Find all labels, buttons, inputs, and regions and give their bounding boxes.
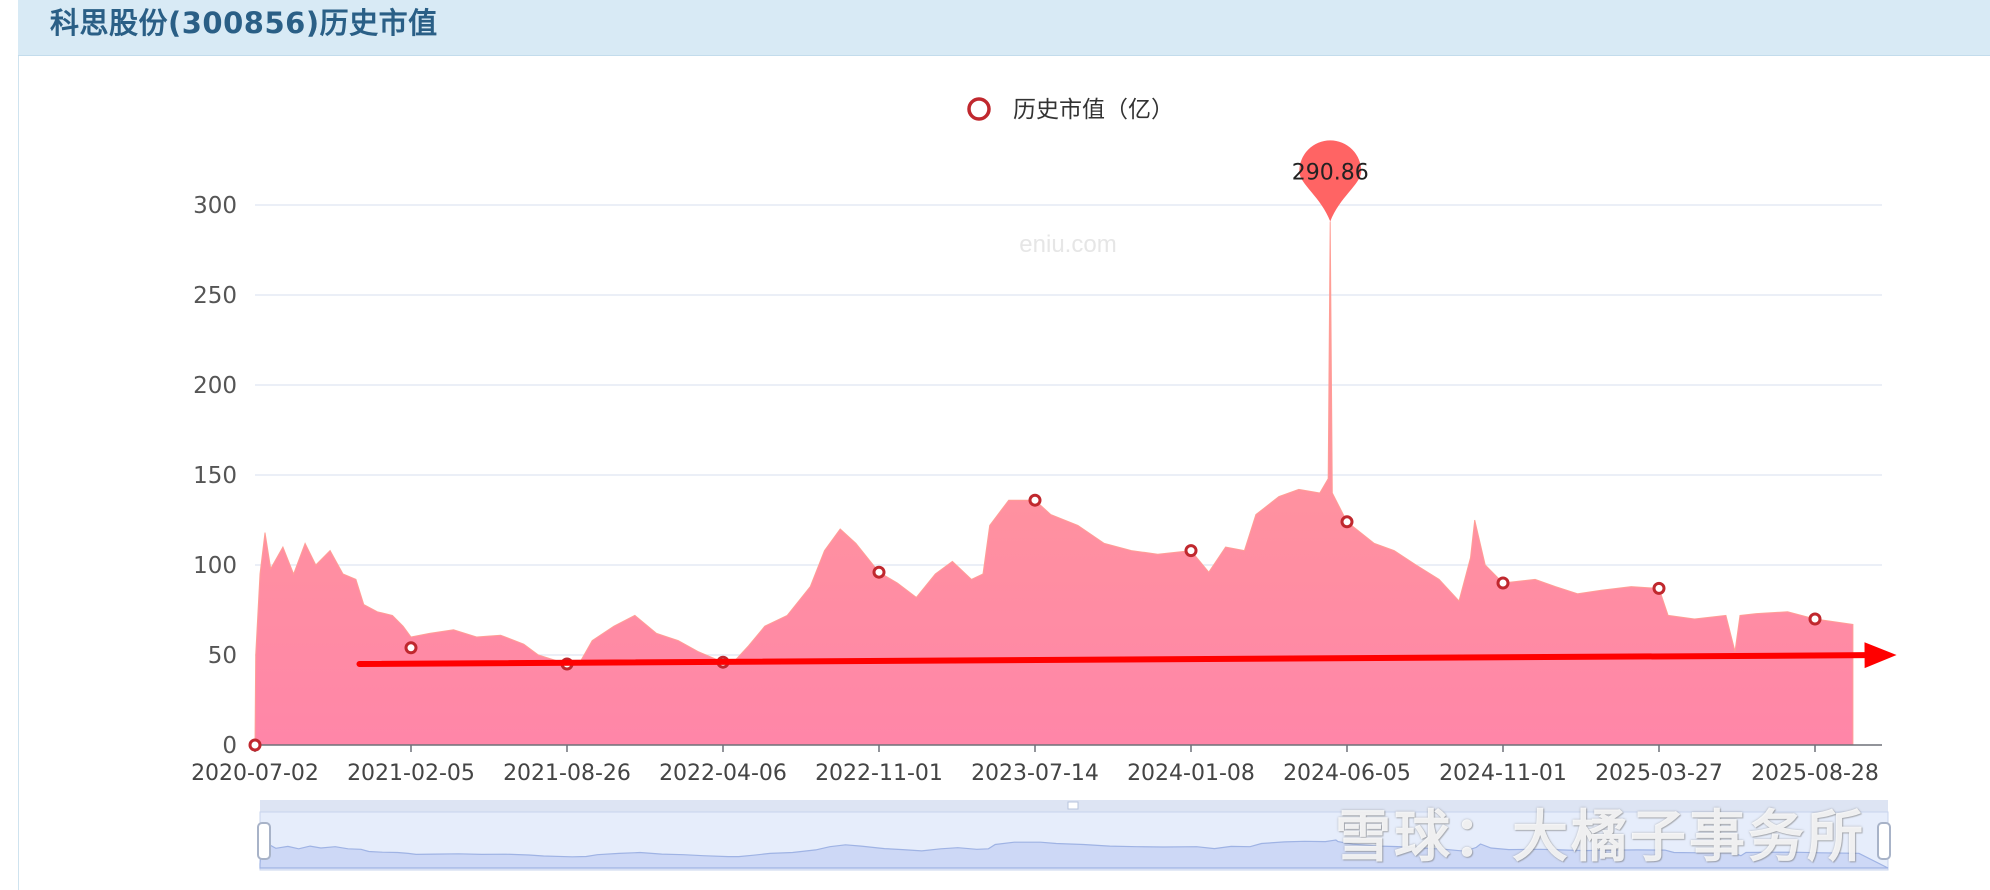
x-tick-label: 2024-11-01 [1439, 761, 1567, 786]
x-tick-label: 2021-08-26 [503, 761, 631, 786]
max-pin-balloon [1299, 140, 1362, 222]
x-tick-label: 2022-04-06 [659, 761, 787, 786]
x-tick-label: 2024-01-08 [1127, 761, 1255, 786]
y-tick-label: 200 [193, 373, 237, 399]
data-point-marker [872, 565, 886, 579]
legend-icon [967, 97, 991, 121]
x-tick-label: 2021-02-05 [347, 761, 475, 786]
y-tick-label: 150 [193, 463, 237, 489]
zoom-preview-area [259, 839, 1889, 869]
y-tick-label: 250 [193, 283, 237, 309]
y-tick-label: 300 [193, 193, 237, 219]
x-tick-label: 2024-06-05 [1283, 761, 1411, 786]
x-tick-label: 2020-07-02 [191, 761, 319, 786]
panel-header: 科思股份(300856)历史市值 [18, 0, 1990, 56]
series-markers [248, 493, 1822, 752]
data-point-marker [1028, 493, 1042, 507]
legend-label: 历史市值（亿） [1013, 97, 1174, 123]
x-tick-label: 2025-08-28 [1751, 761, 1879, 786]
trend-arrow [356, 642, 1897, 669]
series-area [254, 221, 1854, 746]
x-tick-label: 2023-07-14 [971, 761, 1099, 786]
max-pin: 290.86 [1292, 140, 1369, 222]
y-tick-label: 0 [222, 733, 237, 759]
data-point-marker [1808, 612, 1822, 626]
site-watermark: eniu.com [1019, 231, 1116, 258]
x-tick-label: 2025-03-27 [1595, 761, 1723, 786]
y-tick-label: 50 [208, 643, 237, 669]
zoom-start-handle[interactable] [257, 822, 271, 860]
data-point-marker [1652, 581, 1666, 595]
xueqiu-watermark: 雪球：大橘子事务所 [1335, 805, 1866, 870]
series-area-path [254, 221, 1854, 746]
trend-arrow-head [1864, 642, 1897, 669]
data-point-marker [404, 641, 418, 655]
data-point-marker [1496, 576, 1510, 590]
legend[interactable]: 历史市值（亿） [967, 97, 1174, 123]
x-tick-label: 2022-11-01 [815, 761, 943, 786]
trend-arrow-shaft [356, 652, 1868, 667]
axes: 0 50 100 150 200 250 300 2020-07-02 2021-02-05 20… [191, 193, 1882, 786]
data-zoom-slider[interactable] [257, 800, 1891, 871]
y-tick-label: 100 [193, 553, 237, 579]
data-point-marker [248, 738, 262, 752]
zoom-move-grip [1067, 801, 1079, 810]
zoom-end-handle[interactable] [1877, 822, 1891, 860]
data-point-marker [1340, 515, 1354, 529]
page-title: 科思股份(300856)历史市值 [50, 6, 438, 40]
max-pin-label: 290.86 [1292, 160, 1369, 185]
data-point-marker [1184, 544, 1198, 558]
